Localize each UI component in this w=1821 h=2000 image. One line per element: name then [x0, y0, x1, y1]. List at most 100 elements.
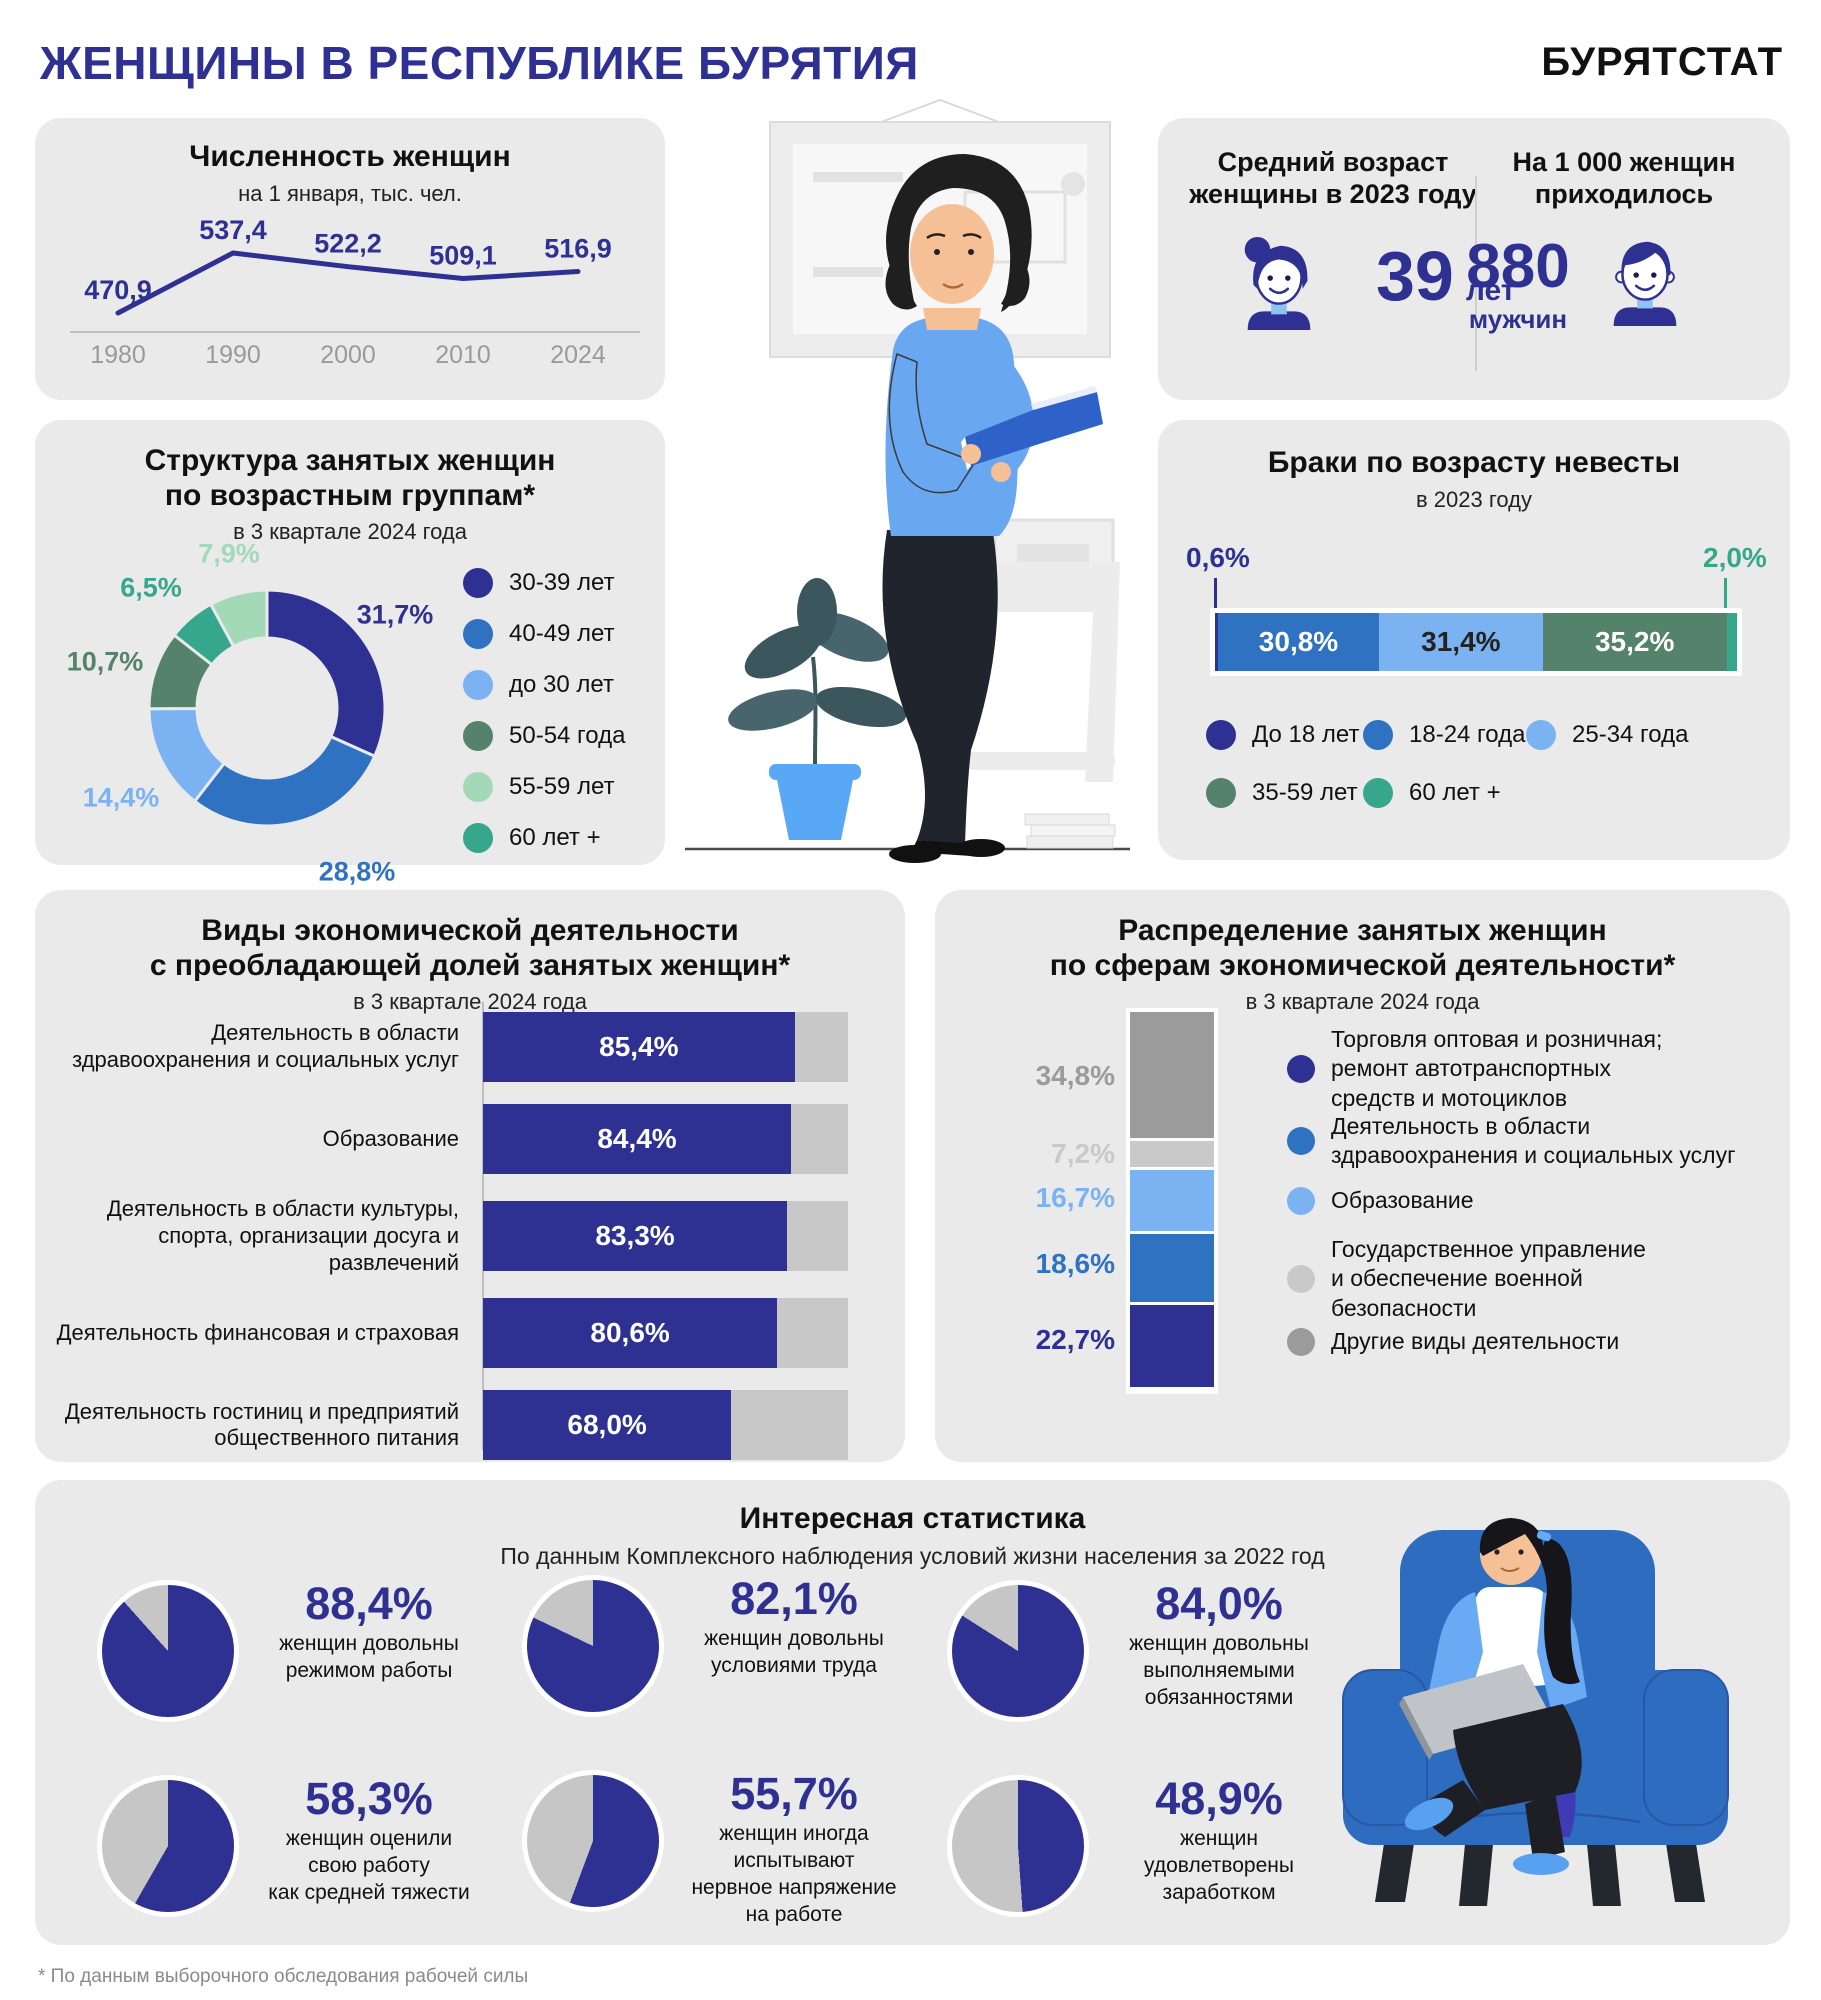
donut-label: 6,5%	[120, 572, 182, 603]
legend-color-dot	[1287, 1127, 1315, 1156]
pie-chart-duties	[947, 1580, 1089, 1722]
svg-text:537,4: 537,4	[199, 215, 267, 245]
legend-color-dot	[463, 568, 493, 598]
pie-chart-work-difficulty	[97, 1775, 239, 1917]
legend-color-dot	[1526, 720, 1556, 750]
legend-item: 25-34 года	[1526, 720, 1688, 750]
legend-color-dot	[1287, 1327, 1315, 1356]
activity-row: Деятельность в области здравоохранения и…	[35, 1012, 905, 1082]
stat-value: 82,1%	[730, 1573, 858, 1624]
distribution-card: Распределение занятых женщин по сферам э…	[935, 890, 1790, 1462]
legend-label: Деятельность в области здравоохранения и…	[1331, 1113, 1736, 1169]
avg-age-value: 39	[1376, 237, 1454, 315]
woman-armchair-illustration	[1342, 1518, 1729, 1906]
age-structure-subtitle: в 3 квартале 2024 года	[233, 519, 467, 544]
legend-item: Другие виды деятельности	[1287, 1327, 1619, 1356]
age-structure-donut-chart	[147, 588, 387, 828]
bar-segment-0,6%	[1215, 613, 1219, 671]
distribution-value-label: 7,2%	[1051, 1138, 1115, 1170]
activity-bar-fill	[483, 1298, 778, 1369]
svg-text:1990: 1990	[205, 341, 261, 369]
pie-chart-work-schedule	[97, 1580, 239, 1722]
svg-text:516,9: 516,9	[544, 233, 612, 263]
marriages-subtitle: в 2023 году	[1416, 486, 1532, 512]
distribution-value-label: 18,6%	[1035, 1247, 1115, 1279]
legend-color-dot	[1363, 720, 1393, 750]
activity-bar-value: 84,4%	[597, 1123, 677, 1154]
distribution-title: Распределение занятых женщин по сферам э…	[1049, 914, 1676, 982]
activity-row: Деятельность в области культуры, спорта,…	[35, 1196, 905, 1276]
legend-color-dot	[1363, 778, 1393, 808]
svg-text:522,2: 522,2	[314, 229, 382, 259]
activity-label: Образование	[322, 1125, 459, 1151]
legend-label: 18-24 года	[1409, 721, 1526, 748]
stat-value: 84,0%	[1155, 1578, 1283, 1629]
marriages-callout-left: 0,6%	[1186, 542, 1250, 573]
activity-bar-fill	[483, 1104, 792, 1174]
distribution-segment-18,6%	[1130, 1234, 1214, 1305]
legend-color-dot	[463, 619, 493, 649]
legend-color-dot	[463, 823, 493, 853]
stat-caption: женщин удовлетворены заработком	[1144, 1827, 1294, 1904]
activity-bar-track: 80,6%	[483, 1298, 848, 1369]
pie-chart-work-conditions	[522, 1575, 664, 1717]
svg-text:2000: 2000	[320, 341, 376, 369]
stat-caption: женщин довольны режимом работы	[279, 1632, 459, 1683]
marriages-title: Браки по возрасту невесты	[1267, 446, 1681, 479]
legend-label: 55-59 лет	[509, 773, 615, 800]
age-structure-card: Структура занятых женщин по возрастным г…	[35, 420, 665, 887]
interesting-title: Интересная статистика	[739, 1502, 1086, 1535]
age-structure-title: Структура занятых женщин по возрастным г…	[144, 444, 556, 512]
legend-item: Образование	[1287, 1186, 1474, 1215]
facts-divider	[1475, 176, 1477, 371]
distribution-segment-34,8%	[1130, 1012, 1214, 1142]
man-icon	[1613, 241, 1677, 327]
legend-color-dot	[463, 721, 493, 751]
legend-label: Государственное управление и обеспечение…	[1331, 1236, 1646, 1321]
brand-logo: БУРЯТСТАТ	[1541, 40, 1783, 84]
stat-caption: женщин довольны условиями труда	[704, 1627, 884, 1678]
activity-bar-value: 68,0%	[567, 1409, 647, 1441]
distribution-segment-7,2%	[1130, 1141, 1214, 1171]
activity-row: Деятельность гостиниц и предприятий обще…	[35, 1390, 905, 1461]
legend-item: 50-54 года	[463, 721, 625, 751]
activity-bar-value: 85,4%	[599, 1031, 679, 1062]
distribution-value-label: 22,7%	[1035, 1324, 1115, 1355]
donut-label: 14,4%	[82, 782, 160, 813]
legend-label: 30-39 лет	[509, 569, 615, 596]
activity-bar-fill	[483, 1201, 788, 1272]
legend-label: до 30 лет	[509, 671, 614, 698]
activity-row: Образование 84,4%	[35, 1104, 905, 1174]
activity-bar-track: 83,3%	[483, 1201, 848, 1272]
svg-text:2024: 2024	[550, 341, 606, 369]
legend-color-dot	[1206, 778, 1236, 808]
per-1000-value-block: 880 мужчин	[1448, 236, 1588, 335]
legend-item: Деятельность в области здравоохранения и…	[1287, 1112, 1735, 1171]
female-dominated-activities-card: Виды экономической деятельности с преобл…	[35, 890, 905, 1462]
legend-color-dot	[1287, 1265, 1315, 1294]
population-chart-title: Численность женщин	[189, 140, 511, 173]
interesting-stats-card: Интересная статистика По данным Комплекс…	[35, 1480, 1790, 1945]
woman-reading-illustration	[685, 98, 1130, 863]
activities-title: Виды экономической деятельности с преобл…	[149, 914, 791, 982]
bar-segment-2,0%	[1726, 613, 1737, 671]
page-title: ЖЕНЩИНЫ В РЕСПУБЛИКЕ БУРЯТИЯ	[40, 37, 919, 89]
legend-item: Торговля оптовая и розничная; ремонт авт…	[1287, 1025, 1662, 1113]
activity-bar-value: 83,3%	[595, 1220, 675, 1252]
legend-label: 60 лет +	[509, 824, 601, 851]
activity-bar-fill	[483, 1012, 795, 1082]
per-1000-title: На 1 000 женщин приходилось	[1512, 147, 1736, 210]
legend-item: 60 лет +	[463, 823, 625, 853]
stat-value: 55,7%	[730, 1768, 858, 1819]
legend-item: 40-49 лет	[463, 619, 625, 649]
legend-item: 35-59 лет	[1206, 778, 1358, 808]
pie-chart-salary-satisfaction	[947, 1775, 1089, 1917]
activity-bar-fill	[483, 1390, 732, 1461]
stat-salary-satisfaction: 48,9% женщин удовлетворены заработком	[947, 1775, 1333, 1917]
legend-color-dot	[1287, 1186, 1315, 1215]
legend-item: Государственное управление и обеспечение…	[1287, 1235, 1646, 1323]
svg-text:470,9: 470,9	[84, 275, 152, 305]
bar-segment-31,4%: 31,4%	[1378, 613, 1543, 671]
legend-color-dot	[463, 772, 493, 802]
stat-nervous-tension: 55,7% женщин иногда испытывают нервное н…	[522, 1770, 908, 1929]
